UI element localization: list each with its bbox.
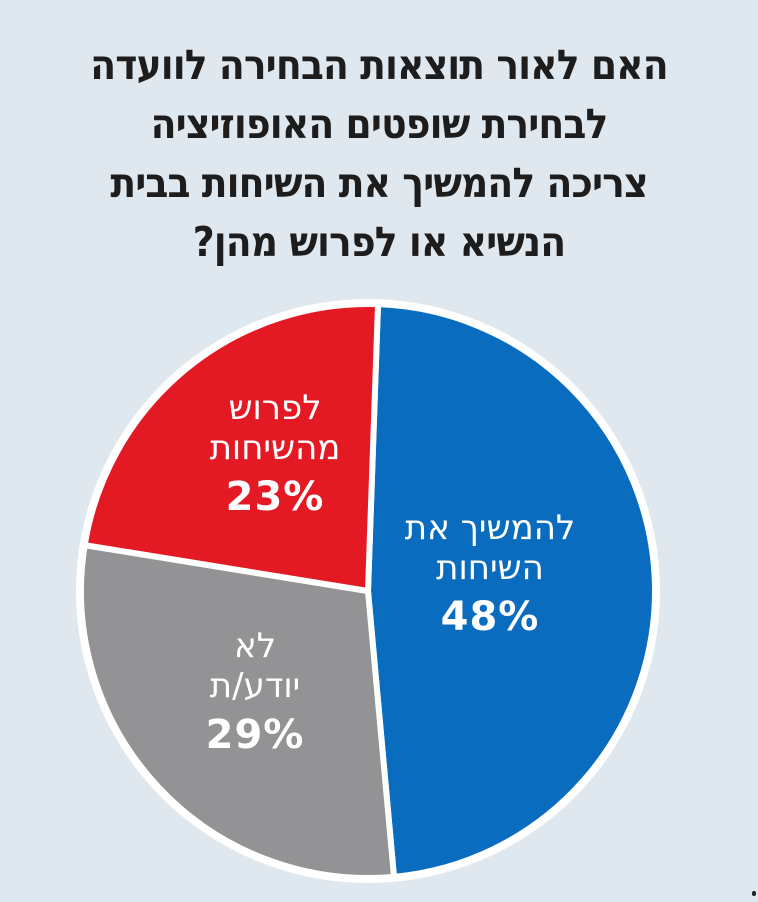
title-line-2: לבחירת שופטים האופוזיציה <box>150 100 609 148</box>
slice-name-line: לפרוש <box>228 388 322 428</box>
slice-value: 48% <box>440 594 540 640</box>
slice-name-line: לא <box>233 626 277 666</box>
slice-name-line: השיחות <box>436 548 544 588</box>
slice-name-line: יודע/ת <box>209 666 301 706</box>
slice-name-line: מהשיחות <box>209 428 341 468</box>
slice-label-withdraw: לפרוש מהשיחות 23% <box>180 388 370 526</box>
slice-name-line: להמשיך את <box>404 508 576 548</box>
chart-title: האם לאור תוצאות הבחירה לוועדה לבחירת שופ… <box>30 36 727 272</box>
pie-slice-withdraw <box>81 301 382 594</box>
title-line-4: הנשיא או לפרוש מהן? <box>192 218 566 266</box>
slice-label-dont-know: לא יודע/ת 29% <box>160 626 350 764</box>
slice-value: 23% <box>225 474 325 520</box>
slice-value: 29% <box>205 712 305 758</box>
slice-label-continue: להמשיך את השיחות 48% <box>380 508 600 646</box>
pie-slice-dont-know <box>78 542 398 881</box>
pie-slice-continue <box>365 301 658 880</box>
title-line-3: צריכה להמשיך את השיחות בבית <box>110 159 648 207</box>
pie-slices <box>78 301 658 881</box>
title-line-1: האם לאור תוצאות הבחירה לוועדה <box>90 41 668 89</box>
print-mark <box>752 891 756 896</box>
